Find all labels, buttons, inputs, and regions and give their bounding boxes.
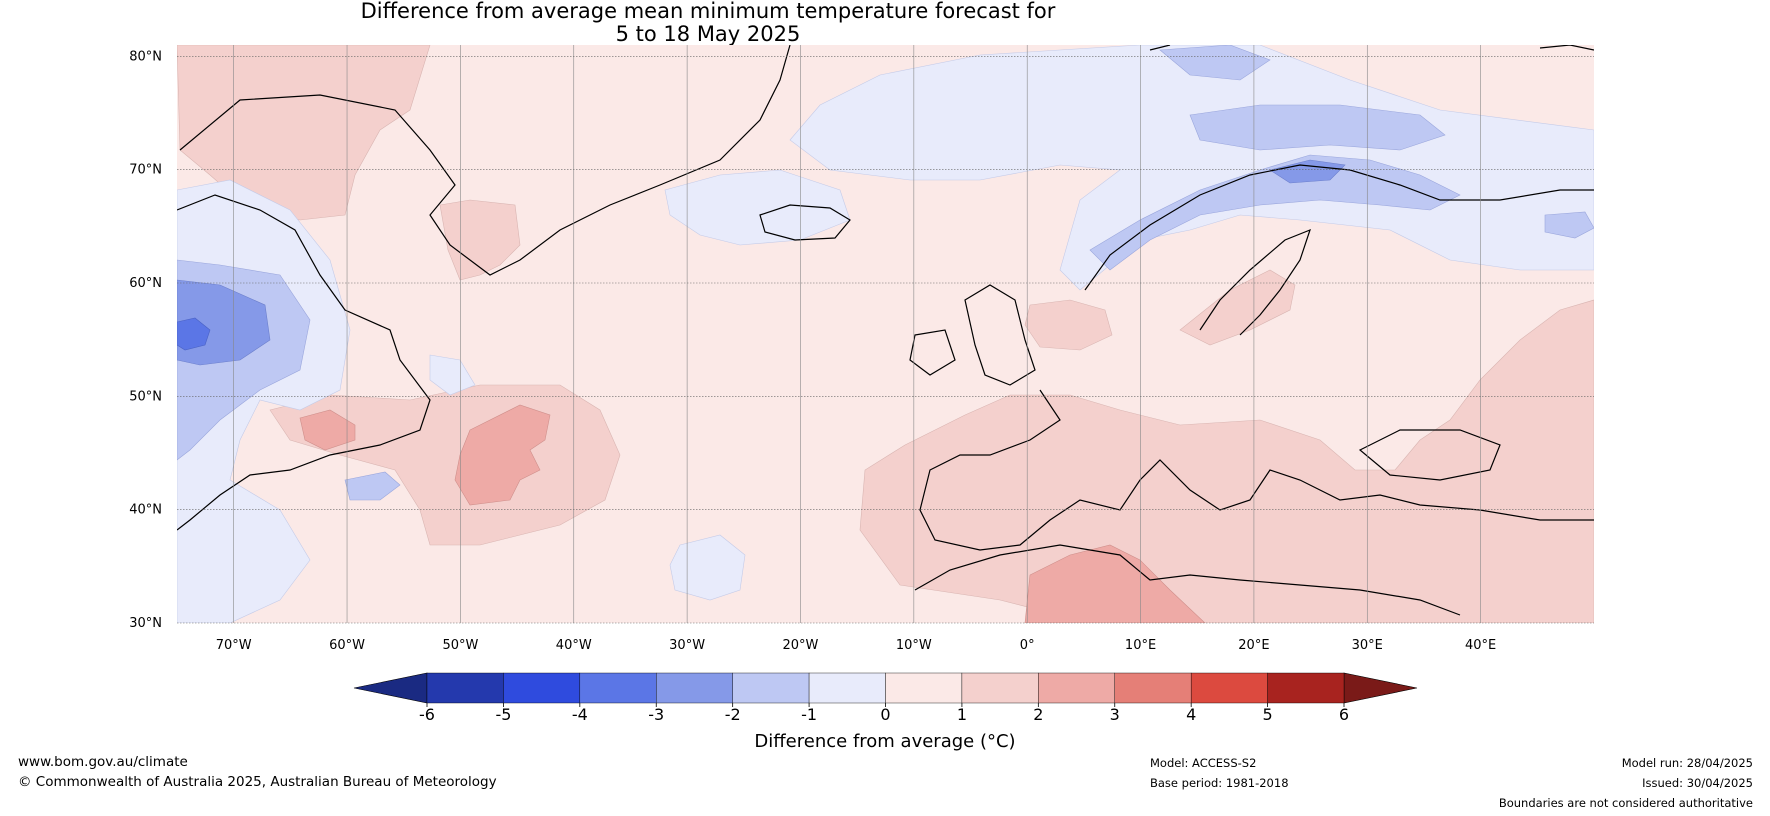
colorbar-tick-label: -4	[572, 705, 588, 724]
latitude-tick-label: 60°N	[129, 276, 162, 291]
baltic-coast	[1199, 228, 1311, 336]
negative-anomaly-region-iceland	[664, 169, 851, 246]
anomaly-shading	[177, 45, 1594, 623]
longitude-tick-label: 30°E	[1352, 638, 1383, 653]
latitude-tick-label: 30°N	[129, 616, 162, 631]
latitude-tick-label: 40°N	[129, 503, 162, 518]
iceland-coast	[759, 204, 851, 241]
longitude-tick-label: 40°W	[556, 638, 592, 653]
longitude-tick-label: 10°E	[1125, 638, 1156, 653]
colorbar-under-arrow	[353, 672, 428, 704]
negative-anomaly-region-small	[429, 354, 476, 396]
longitude-tick-label: 40°E	[1465, 638, 1496, 653]
greenland-coast	[179, 45, 791, 276]
positive-anomaly-region-europe	[859, 299, 1594, 623]
colorbar-tick-label: 1	[957, 705, 967, 724]
longitude-tick-label: 50°W	[442, 638, 478, 653]
footer-model-run: Model run: 28/04/2025	[1621, 756, 1753, 770]
colorbar: -6 -5 -4 -3 -2 -1 0 1 2 3 4 5 6	[353, 672, 1418, 724]
colorbar-tick-label: 3	[1110, 705, 1120, 724]
strong-positive-anomaly-atlantic	[454, 404, 551, 506]
colorbar-segment	[656, 672, 733, 704]
africa-coast	[914, 544, 1461, 616]
strong-positive-anomaly-canada	[299, 409, 356, 451]
cool-anomaly-region-small-2	[1544, 211, 1594, 239]
colorbar-segment	[961, 672, 1039, 704]
positive-anomaly-region-baltic	[1179, 269, 1296, 346]
positive-anomaly-region-s-greenland	[439, 199, 521, 281]
very-strong-negative-anomaly-labrador	[177, 317, 211, 351]
latitude-tick-label: 70°N	[129, 163, 162, 178]
longitude-tick-label: 60°W	[329, 638, 365, 653]
colorbar-tick-label: 5	[1262, 705, 1272, 724]
map-panel: 70°W 60°W 50°W 40°W 30°W 20°W 10°W 0° 10°E 20°E 30…	[129, 45, 1594, 653]
longitude-tick-label: 0°	[1020, 638, 1035, 653]
axis-ticks: 70°W 60°W 50°W 40°W 30°W 20°W 10°W 0° 10°E 20°E 30…	[129, 49, 1496, 653]
title-line-2: 5 to 18 May 2025	[616, 22, 801, 46]
footer-base-period: Base period: 1981-2018	[1150, 776, 1289, 790]
latitude-tick-label: 80°N	[129, 49, 162, 64]
cool-anomaly-region-small-1	[344, 471, 401, 501]
colorbar-segment	[1114, 672, 1192, 704]
canada-coast	[177, 194, 431, 531]
colorbar-segment	[426, 672, 504, 704]
colorbar-segment	[1267, 672, 1345, 704]
svalbard-coast	[1149, 45, 1594, 51]
colorbar-tick-label: 4	[1186, 705, 1196, 724]
title-line-1: Difference from average mean minimum tem…	[361, 0, 1056, 23]
colorbar-segment	[579, 672, 657, 704]
colorbar-segment	[1190, 672, 1268, 704]
colorbar-tick-label: 0	[880, 705, 890, 724]
colorbar-segment	[808, 672, 886, 704]
scandinavia-coast	[1084, 164, 1594, 291]
colorbar-segment	[1038, 672, 1115, 704]
longitude-tick-label: 70°W	[216, 638, 252, 653]
strong-positive-anomaly-north-africa	[1024, 544, 1206, 623]
longitude-tick-label: 10°W	[896, 638, 932, 653]
strong-negative-anomaly-norway	[1269, 159, 1346, 184]
footer-issued: Issued: 30/04/2025	[1642, 776, 1753, 790]
footer-disclaimer: Boundaries are not considered authoritat…	[1498, 796, 1753, 810]
colorbar-tick-label: 2	[1033, 705, 1043, 724]
footer-website[interactable]: www.bom.gov.au/climate	[18, 754, 188, 770]
ireland-coast	[909, 329, 956, 376]
colorbar-tick-label: -2	[725, 705, 741, 724]
longitude-tick-label: 20°W	[783, 638, 819, 653]
colorbar-tick-label: -6	[419, 705, 435, 724]
british-isles-coast	[964, 284, 1036, 386]
cool-anomaly-region-far-north	[1159, 45, 1271, 81]
colorbar-tick-label: -3	[648, 705, 664, 724]
colorbar-tick-label: -1	[801, 705, 817, 724]
graticule	[177, 45, 1594, 624]
colorbar-segment	[503, 672, 581, 704]
colorbar-segment	[732, 672, 810, 704]
latitude-tick-label: 50°N	[129, 389, 162, 404]
coastlines	[177, 45, 1594, 616]
footer-model: Model: ACCESS-S2	[1150, 756, 1257, 770]
positive-anomaly-region-north-sea	[1024, 299, 1113, 351]
europe-coast	[919, 389, 1594, 551]
black-sea-coast	[1358, 429, 1501, 481]
longitude-tick-label: 30°W	[669, 638, 705, 653]
negative-anomaly-region-mid-atlantic	[669, 534, 746, 601]
positive-anomaly-region-greenland	[177, 45, 431, 221]
footer-copyright: © Commonwealth of Australia 2025, Austra…	[18, 774, 497, 790]
colorbar-tick-label: -5	[495, 705, 511, 724]
colorbar-over-arrow	[1343, 672, 1418, 704]
colorbar-tick-label: 6	[1339, 705, 1349, 724]
colorbar-segment	[885, 672, 963, 704]
longitude-tick-label: 20°E	[1238, 638, 1269, 653]
colorbar-label: Difference from average (°C)	[754, 731, 1015, 752]
